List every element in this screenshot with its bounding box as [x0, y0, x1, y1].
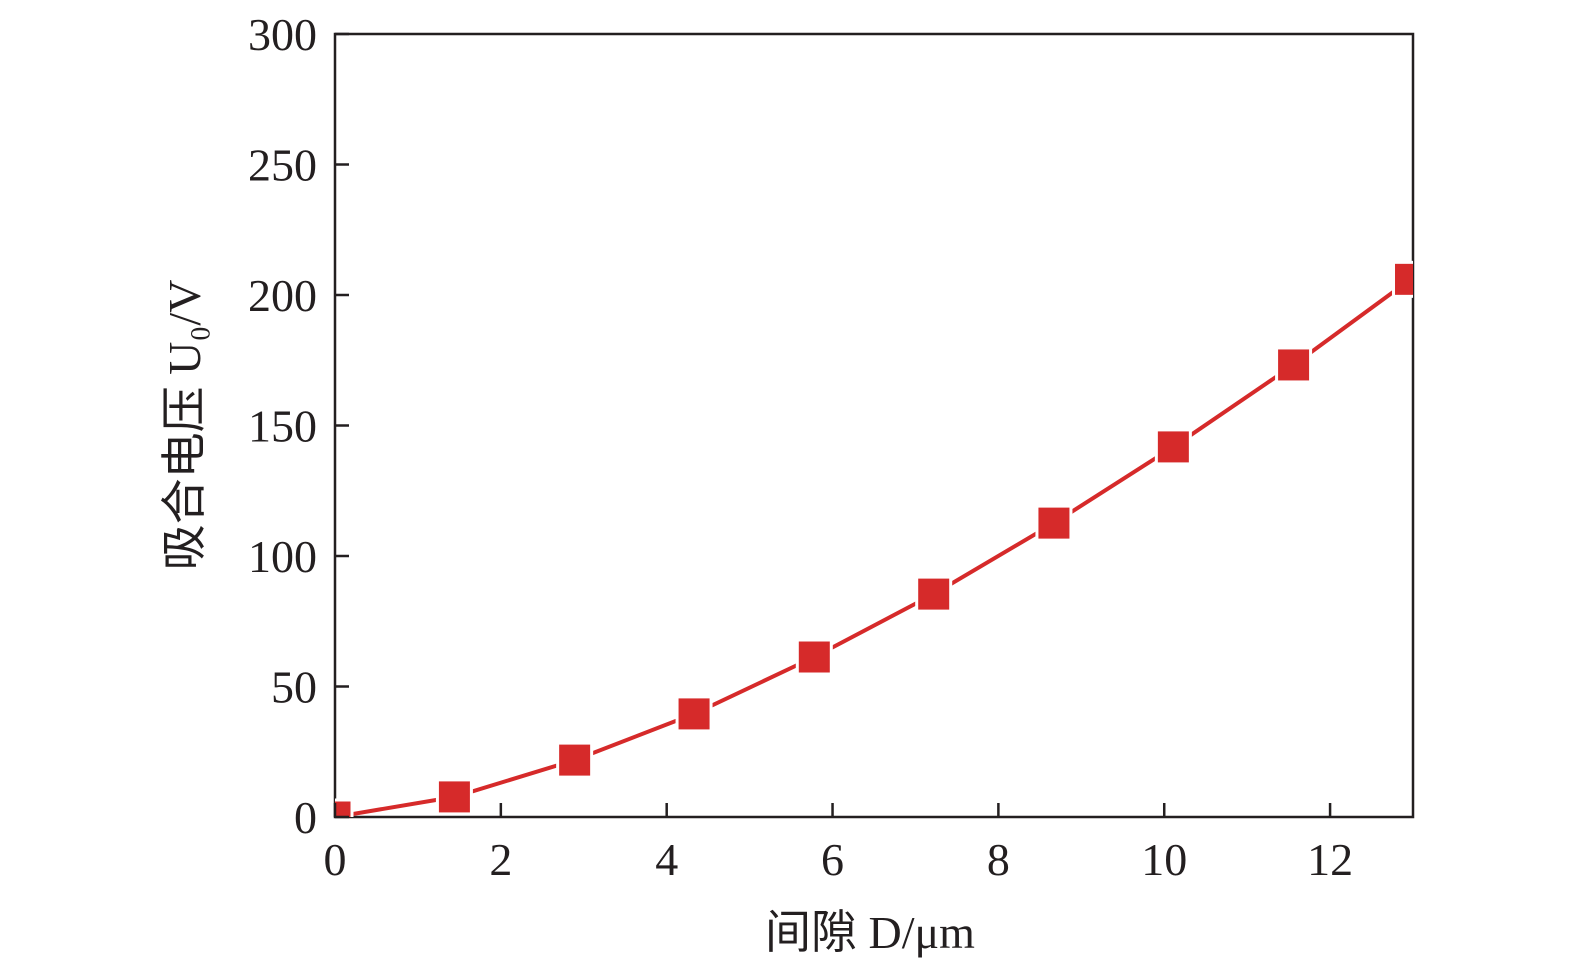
data-point [335, 798, 354, 817]
y-axis-label: 吸合电压 U₀/V [159, 280, 210, 571]
x-tick-label: 0 [324, 834, 347, 885]
y-tick-label: 50 [271, 662, 317, 713]
y-tick-label: 100 [248, 531, 317, 582]
y-tick-label: 200 [248, 270, 317, 321]
data-point [675, 695, 713, 733]
data-line [335, 277, 1412, 817]
plot-frame [333, 32, 1415, 819]
data-point [556, 741, 594, 779]
data-point [1392, 260, 1413, 298]
x-tick-label: 6 [821, 834, 844, 885]
plot-area [335, 260, 1413, 817]
x-tick-label: 4 [655, 834, 678, 885]
y-tick-label: 0 [294, 792, 317, 843]
x-axis-label: 间隙 D/μm [765, 907, 975, 958]
x-tick-label: 8 [987, 834, 1010, 885]
y-tick-label: 300 [248, 9, 317, 60]
x-tick-label: 10 [1141, 834, 1187, 885]
y-tick-label: 250 [248, 140, 317, 191]
data-point [1275, 346, 1313, 384]
data-point [1154, 428, 1192, 466]
data-point [915, 575, 953, 613]
x-tick-label: 12 [1307, 834, 1353, 885]
y-tick-label: 150 [248, 401, 317, 452]
data-point [1035, 504, 1073, 542]
data-point [435, 778, 473, 816]
data-point [795, 638, 833, 676]
x-tick-label: 2 [489, 834, 512, 885]
